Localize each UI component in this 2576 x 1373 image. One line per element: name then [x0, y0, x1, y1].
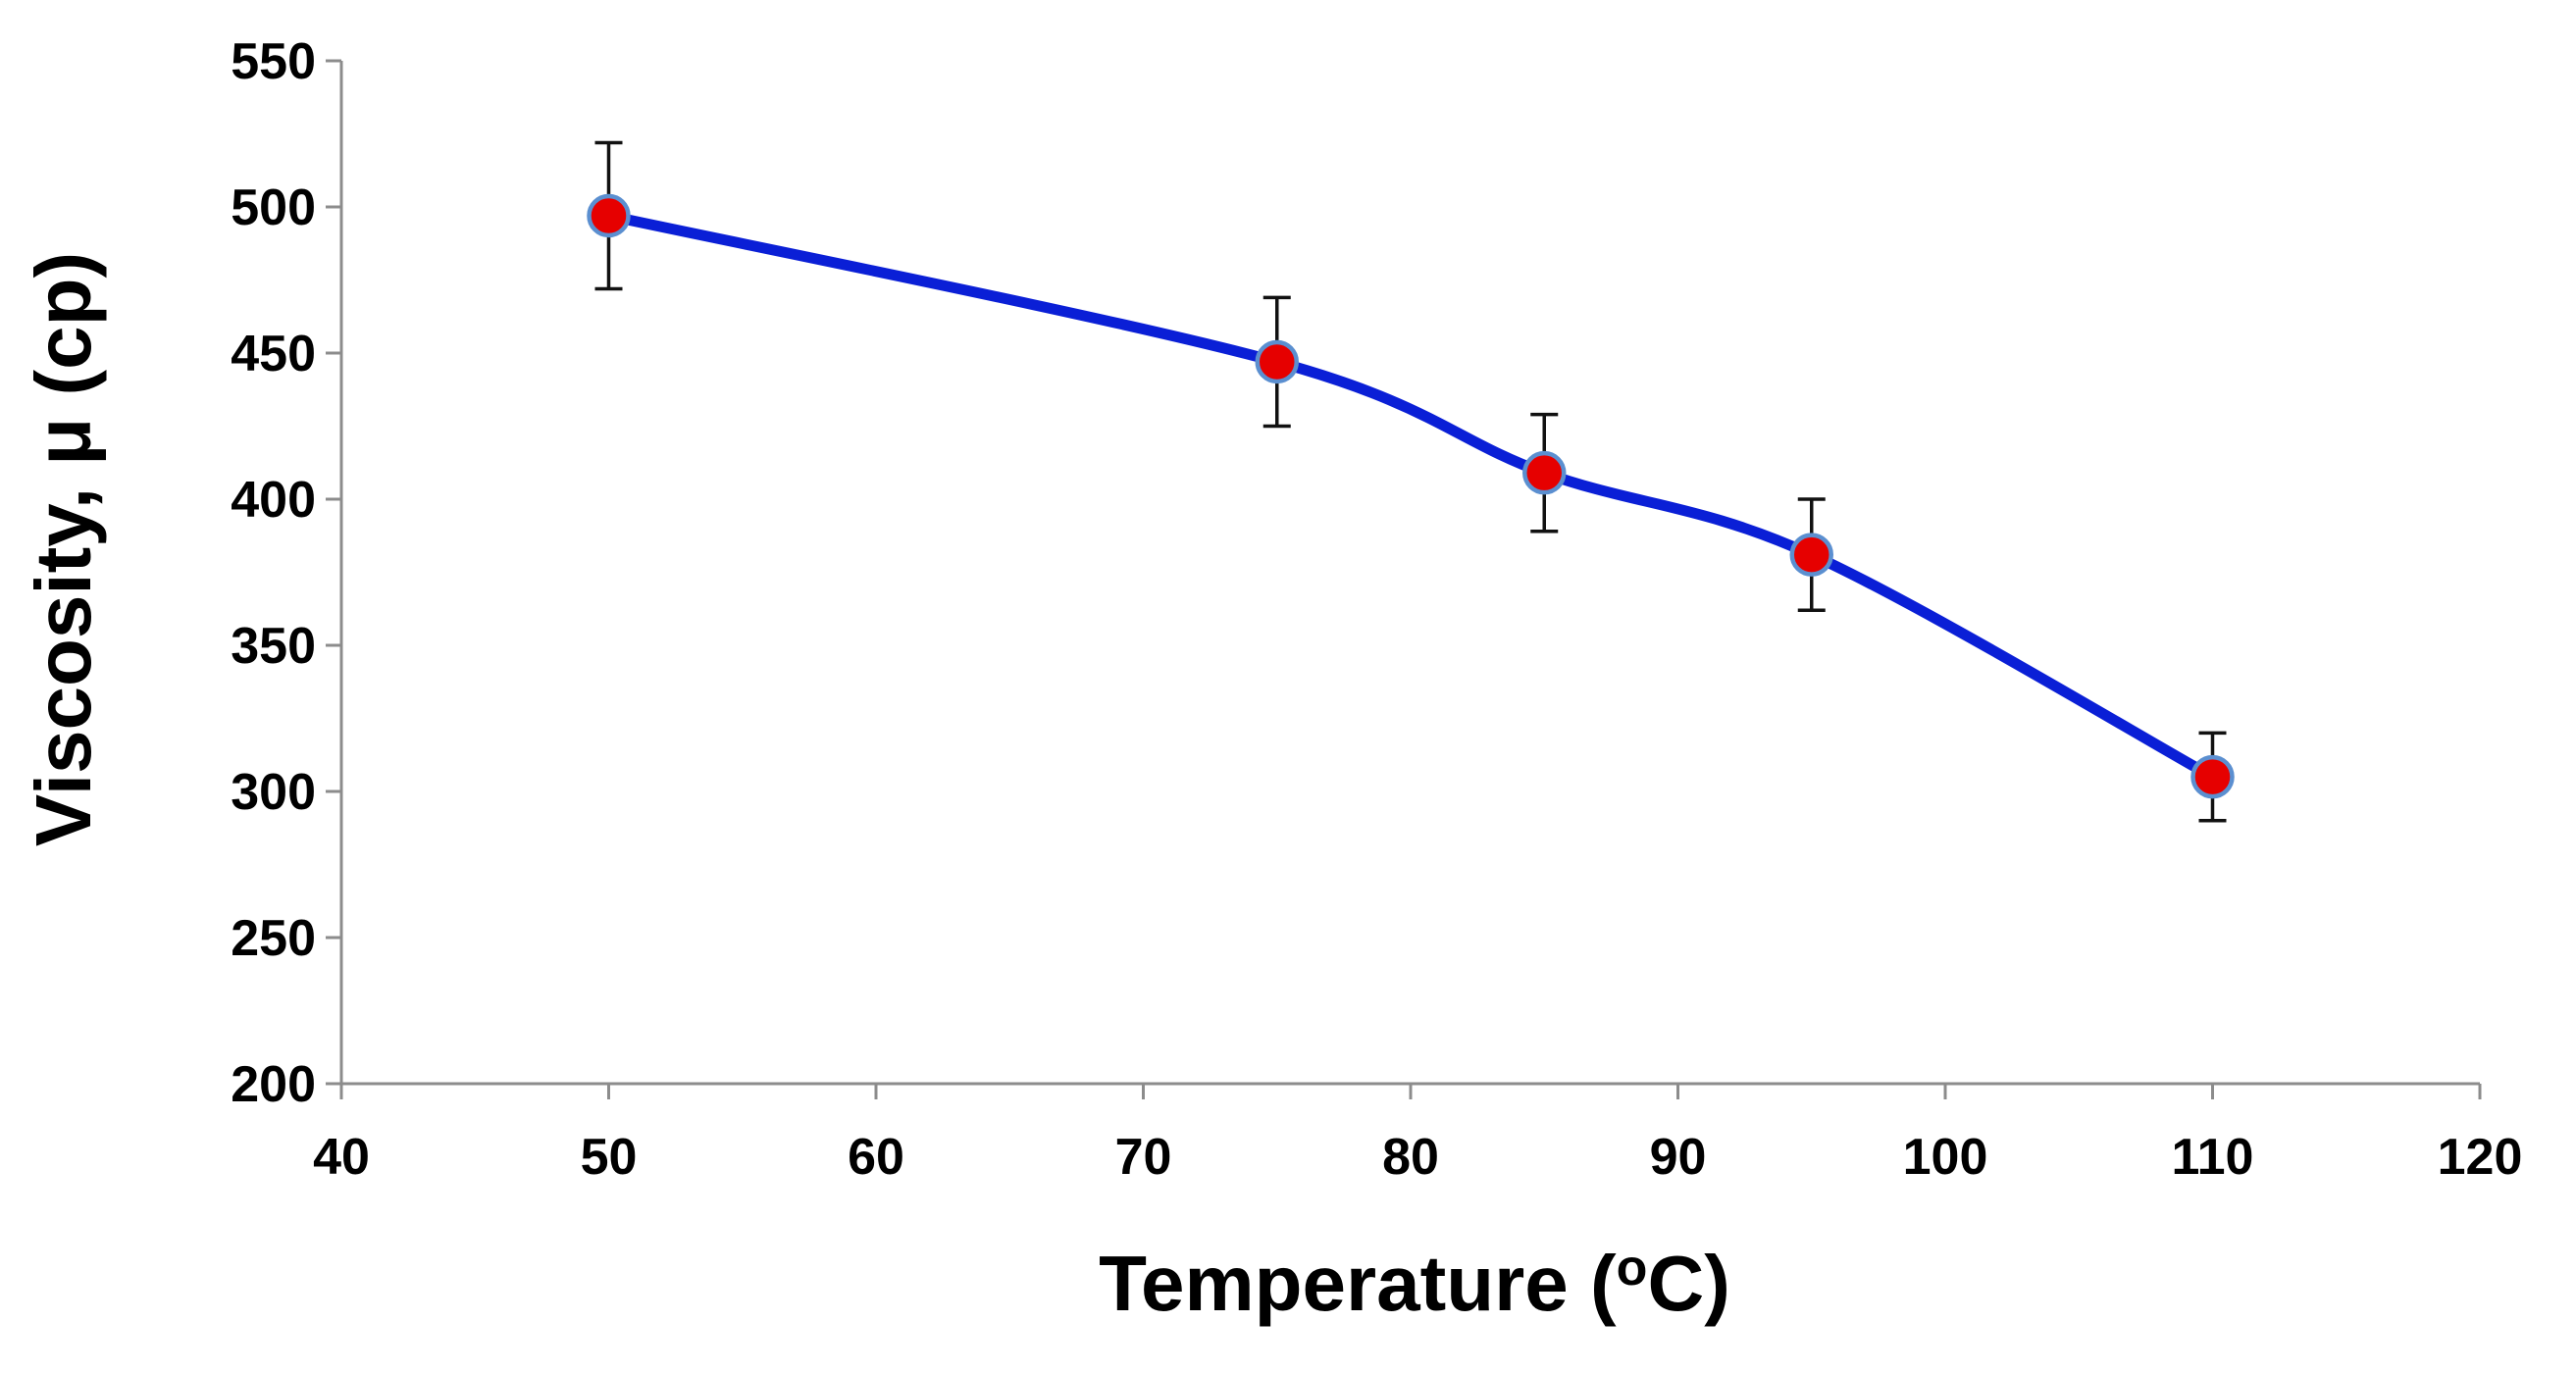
ticks: 200 250 300 350 400 450 500 550 40 50 60 70 80 90 100 1… — [231, 33, 2522, 1186]
data-point — [1255, 339, 1299, 384]
y-tick-label: 250 — [231, 910, 316, 967]
y-tick-label: 500 — [231, 179, 316, 236]
x-axis-title-main: Temperature ( — [1099, 1240, 1617, 1327]
data-point — [587, 193, 631, 238]
x-axis-title-superscript: o — [1617, 1240, 1648, 1297]
y-tick-label: 300 — [231, 764, 316, 821]
y-tick-label: 450 — [231, 326, 316, 382]
x-axis-title: Temperature (oC) — [1099, 1240, 1730, 1327]
series — [587, 140, 2235, 823]
y-tick-label: 400 — [231, 472, 316, 529]
axes — [339, 61, 2480, 1086]
x-axis-title-suffix: C) — [1647, 1240, 1729, 1327]
x-tick-label: 60 — [848, 1129, 904, 1186]
x-tick-label: 90 — [1650, 1129, 1707, 1186]
x-tick-label: 80 — [1382, 1129, 1439, 1186]
x-tick-label: 110 — [2172, 1129, 2254, 1186]
y-axis-title: Viscosity, μ (cp) — [20, 252, 107, 846]
x-tick-label: 50 — [581, 1129, 638, 1186]
x-tick-label: 100 — [1903, 1129, 1988, 1186]
series-line — [603, 210, 2218, 783]
data-point — [1789, 533, 1833, 577]
y-tick-label: 550 — [231, 33, 316, 90]
x-tick-label: 40 — [313, 1129, 370, 1186]
data-point — [2190, 754, 2235, 799]
y-tick-label: 350 — [231, 618, 316, 675]
x-tick-label: 120 — [2438, 1129, 2523, 1186]
y-tick-label: 200 — [231, 1056, 316, 1113]
data-point — [1522, 450, 1567, 495]
x-tick-label: 70 — [1115, 1129, 1172, 1186]
